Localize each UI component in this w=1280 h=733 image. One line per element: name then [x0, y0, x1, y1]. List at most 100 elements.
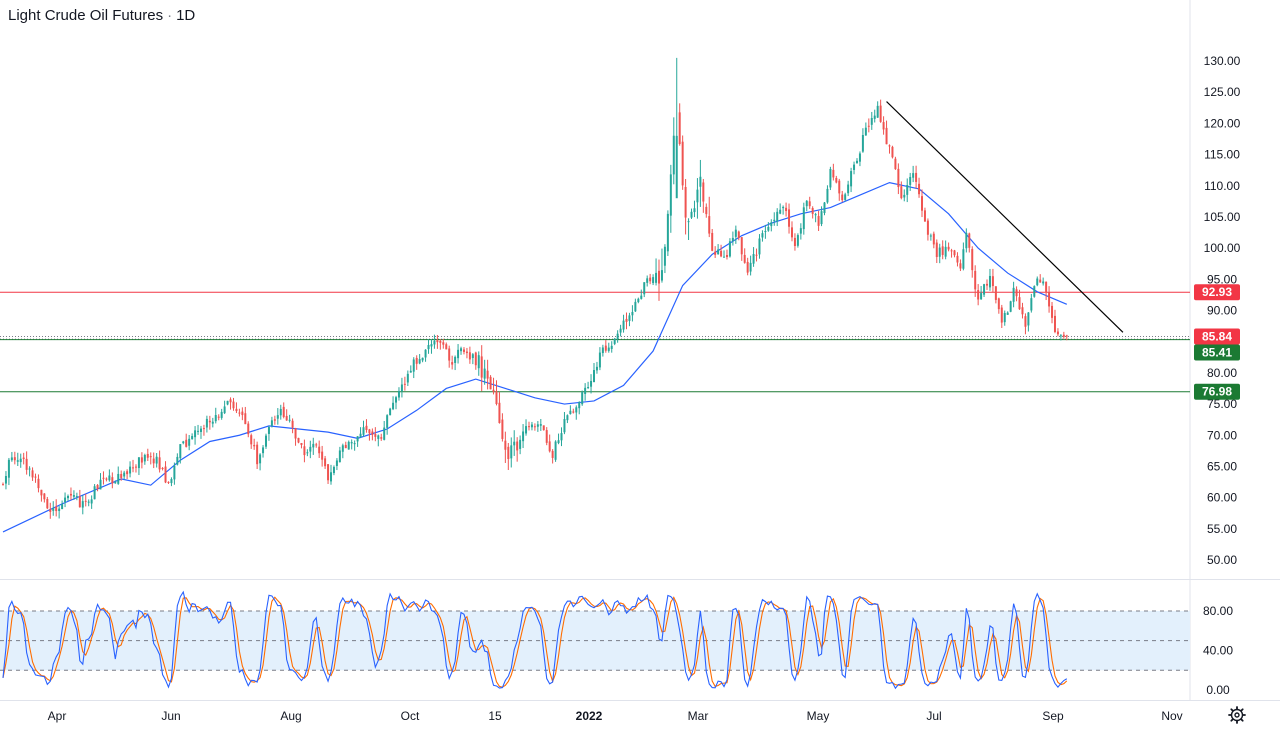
candle — [158, 450, 161, 473]
gear-icon[interactable] — [1228, 706, 1246, 724]
candle — [1065, 334, 1068, 341]
candle-body — [350, 442, 353, 444]
candle — [737, 230, 740, 241]
candle-body — [785, 207, 788, 212]
candle — [126, 469, 129, 480]
candle — [814, 212, 817, 223]
candle-body — [988, 275, 991, 288]
candle-body — [991, 276, 994, 287]
candle — [950, 248, 953, 258]
candle — [545, 427, 548, 446]
stochastic-axis[interactable]: 80.00 40.00 0.00 — [1203, 604, 1233, 697]
candle-body — [604, 345, 607, 351]
candle — [471, 353, 474, 365]
candle-body — [808, 201, 811, 207]
time-axis[interactable]: Apr Jun Aug Oct 15 2022 Mar May Jul Sep Nov — [48, 709, 1183, 723]
candle — [755, 248, 758, 262]
candle-body — [734, 229, 737, 237]
candle-body — [247, 423, 250, 435]
candle-body — [1018, 297, 1021, 310]
candle — [214, 407, 217, 424]
candle-body — [96, 485, 99, 489]
candle-body — [117, 473, 120, 484]
candle — [37, 474, 40, 493]
candle — [687, 218, 690, 241]
stoch-k-line — [2, 590, 1068, 690]
candle — [188, 435, 191, 451]
candle-body — [687, 221, 690, 223]
candle-body — [631, 311, 634, 316]
trendline[interactable] — [886, 101, 1124, 333]
candle — [262, 445, 265, 458]
candle — [530, 421, 533, 431]
candle — [1018, 289, 1021, 310]
price-axis[interactable]: 130.00 125.00 120.00 115.00 110.00 105.00 100.… — [1204, 54, 1241, 567]
candle — [365, 419, 368, 433]
candle-body — [4, 475, 7, 484]
trendline-group[interactable] — [886, 101, 1124, 333]
candle — [554, 440, 557, 462]
candle-body — [799, 228, 802, 234]
candle-body — [767, 226, 770, 231]
candle-body — [814, 214, 817, 216]
chart-title: Light Crude Oil Futures · 1D — [8, 7, 195, 24]
candle — [569, 405, 572, 415]
candle-body — [731, 237, 734, 242]
candle — [197, 424, 200, 435]
candle — [303, 439, 306, 463]
candle — [13, 451, 16, 465]
candle — [616, 330, 619, 343]
candle — [1048, 286, 1051, 313]
candle — [288, 414, 291, 423]
candle — [761, 230, 764, 242]
time-tick-label: Aug — [280, 709, 301, 723]
candle — [773, 212, 776, 226]
candle — [229, 397, 232, 410]
candle — [273, 415, 276, 425]
candle-body — [465, 351, 468, 354]
candle — [817, 210, 820, 232]
candle — [16, 452, 19, 466]
candle-body — [965, 232, 968, 249]
candle — [377, 434, 380, 447]
candle — [991, 268, 994, 293]
candle — [595, 361, 598, 374]
candle-body — [504, 440, 507, 450]
candle — [105, 477, 108, 482]
time-tick-label: Apr — [48, 709, 67, 723]
candle — [19, 453, 22, 468]
candle-body — [282, 406, 285, 417]
candle — [746, 257, 749, 276]
price-tick-label: 120.00 — [1204, 116, 1241, 130]
candle — [658, 259, 661, 301]
candle — [253, 438, 256, 450]
candle — [743, 248, 746, 264]
candle-body — [923, 210, 926, 222]
candle-body — [415, 357, 418, 364]
candle — [58, 506, 61, 519]
time-tick-label: Jul — [926, 709, 941, 723]
candle — [929, 233, 932, 241]
price-tick-label: 50.00 — [1207, 553, 1237, 567]
candle-body — [909, 176, 912, 185]
candle-body — [790, 227, 793, 238]
candle — [421, 357, 424, 363]
candle — [424, 349, 427, 362]
time-tick-label: Mar — [688, 709, 709, 723]
candle-body — [832, 169, 835, 178]
candle — [84, 493, 87, 507]
candle-body — [628, 315, 631, 321]
candle-body — [776, 211, 779, 222]
level-tag — [1194, 328, 1240, 345]
candle-body — [191, 436, 194, 440]
candle-body — [34, 476, 37, 478]
price-tick-label: 80.00 — [1207, 366, 1237, 380]
candle-body — [894, 158, 897, 170]
candle-body — [185, 439, 188, 447]
candle-body — [666, 213, 669, 252]
candle-body — [643, 282, 646, 295]
candle — [1062, 331, 1065, 339]
candle-body — [575, 407, 578, 413]
candle-body — [158, 457, 161, 470]
